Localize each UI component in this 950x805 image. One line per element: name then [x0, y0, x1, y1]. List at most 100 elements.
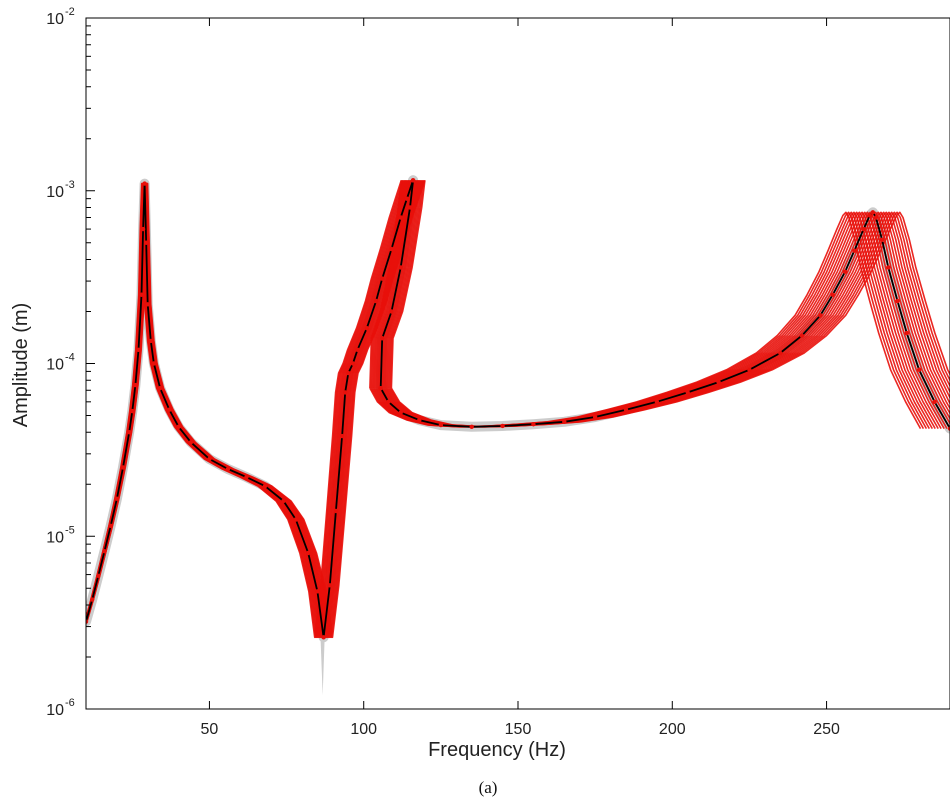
sample-point: [151, 361, 157, 366]
sample-curve: [376, 180, 411, 389]
mean-curve: [379, 180, 414, 389]
sample-point: [89, 597, 95, 602]
sample-point: [350, 361, 356, 366]
sample-point: [188, 440, 194, 445]
y-axis-label: Amplitude (m): [10, 303, 32, 427]
sample-point: [133, 382, 138, 388]
sample-curve: [387, 180, 423, 389]
sample-point: [410, 178, 416, 183]
sample-point: [386, 399, 391, 405]
sample-point: [818, 313, 823, 318]
sample-point: [145, 302, 150, 307]
sample-point: [747, 367, 752, 372]
sample-point: [262, 483, 268, 489]
sample-point: [378, 385, 383, 391]
sample-point: [623, 407, 629, 412]
mean-response-curve: [86, 180, 950, 639]
y-tick-label: 10: [46, 529, 64, 546]
y-tick-label: 10: [46, 11, 64, 28]
sample-point: [108, 523, 113, 528]
sample-curve: [389, 180, 425, 389]
sample-point: [315, 589, 320, 594]
sample-curve: [370, 180, 404, 389]
sample-point: [355, 347, 360, 353]
sample-curve: [383, 180, 418, 389]
sample-point: [333, 508, 339, 514]
sample-point: [176, 424, 181, 430]
plot-frame: [85, 17, 950, 710]
sample-curve: [384, 180, 419, 389]
sample-point: [438, 422, 444, 428]
sample-point: [305, 550, 311, 556]
sample-point: [389, 246, 394, 252]
sample-point: [842, 269, 848, 274]
sample-point: [389, 309, 394, 314]
sample-point: [867, 213, 872, 218]
sample-point: [346, 370, 351, 376]
sample-point: [886, 265, 891, 270]
sample-point: [96, 573, 101, 579]
sample-curve: [386, 180, 421, 389]
sample-point: [500, 423, 505, 429]
sample-point: [799, 333, 805, 338]
sample-point: [895, 298, 900, 304]
sample-point: [148, 338, 153, 344]
sample-point: [339, 433, 345, 439]
sample-point: [327, 583, 332, 588]
sample-point: [916, 367, 922, 372]
sample-point: [592, 414, 598, 420]
sample-point: [398, 410, 403, 415]
sample-point: [398, 215, 403, 220]
sample-curve: [382, 180, 417, 389]
x-axis-label: Frequency (Hz): [428, 739, 566, 761]
sample-curve: [385, 180, 420, 389]
sample-point: [157, 385, 163, 391]
sample-point: [778, 350, 783, 356]
sample-point: [716, 379, 721, 385]
sample-point: [904, 330, 909, 336]
figure-caption: (a): [479, 778, 498, 797]
sample-point: [142, 181, 147, 186]
sample-curve: [377, 180, 412, 389]
sample-point: [947, 426, 950, 431]
sample-point: [281, 498, 286, 504]
y-axis-ticks: 10-610-510-410-310-2: [46, 6, 95, 719]
sample-curve: [390, 180, 426, 389]
sample-point: [364, 326, 369, 331]
sample-curve: [372, 180, 406, 389]
y-tick-label: 10: [46, 357, 64, 374]
x-tick-label: 250: [813, 721, 840, 738]
y-tick-exponent: -4: [65, 352, 75, 364]
sample-curve: [378, 180, 413, 389]
uncertainty-envelope: [86, 175, 950, 696]
y-tick-exponent: -5: [65, 524, 75, 536]
sample-point: [139, 292, 144, 297]
sample-point: [136, 347, 141, 353]
sample-point: [380, 336, 385, 341]
y-tick-exponent: -2: [65, 6, 75, 18]
sample-point: [127, 430, 132, 435]
sample-point: [143, 240, 149, 245]
sample-point: [114, 496, 120, 501]
sample-point: [685, 390, 690, 395]
sample-point: [343, 390, 348, 395]
sample-point: [861, 226, 866, 232]
sample-point: [167, 407, 172, 412]
sample-point: [830, 292, 835, 297]
sample-curve: [369, 180, 403, 389]
sample-point: [398, 265, 403, 270]
sample-point: [654, 399, 660, 405]
sample-curve: [86, 180, 426, 639]
sample-point: [321, 635, 326, 640]
sample-points: [86, 178, 950, 640]
sample-point: [373, 298, 379, 304]
sample-point: [932, 399, 937, 405]
x-tick-label: 150: [505, 721, 532, 738]
sample-point: [120, 465, 126, 470]
sample-point: [562, 419, 567, 424]
sample-point: [879, 237, 885, 243]
sample-point: [417, 417, 422, 423]
y-tick-exponent: -6: [65, 697, 75, 709]
sample-curve: [371, 180, 405, 389]
